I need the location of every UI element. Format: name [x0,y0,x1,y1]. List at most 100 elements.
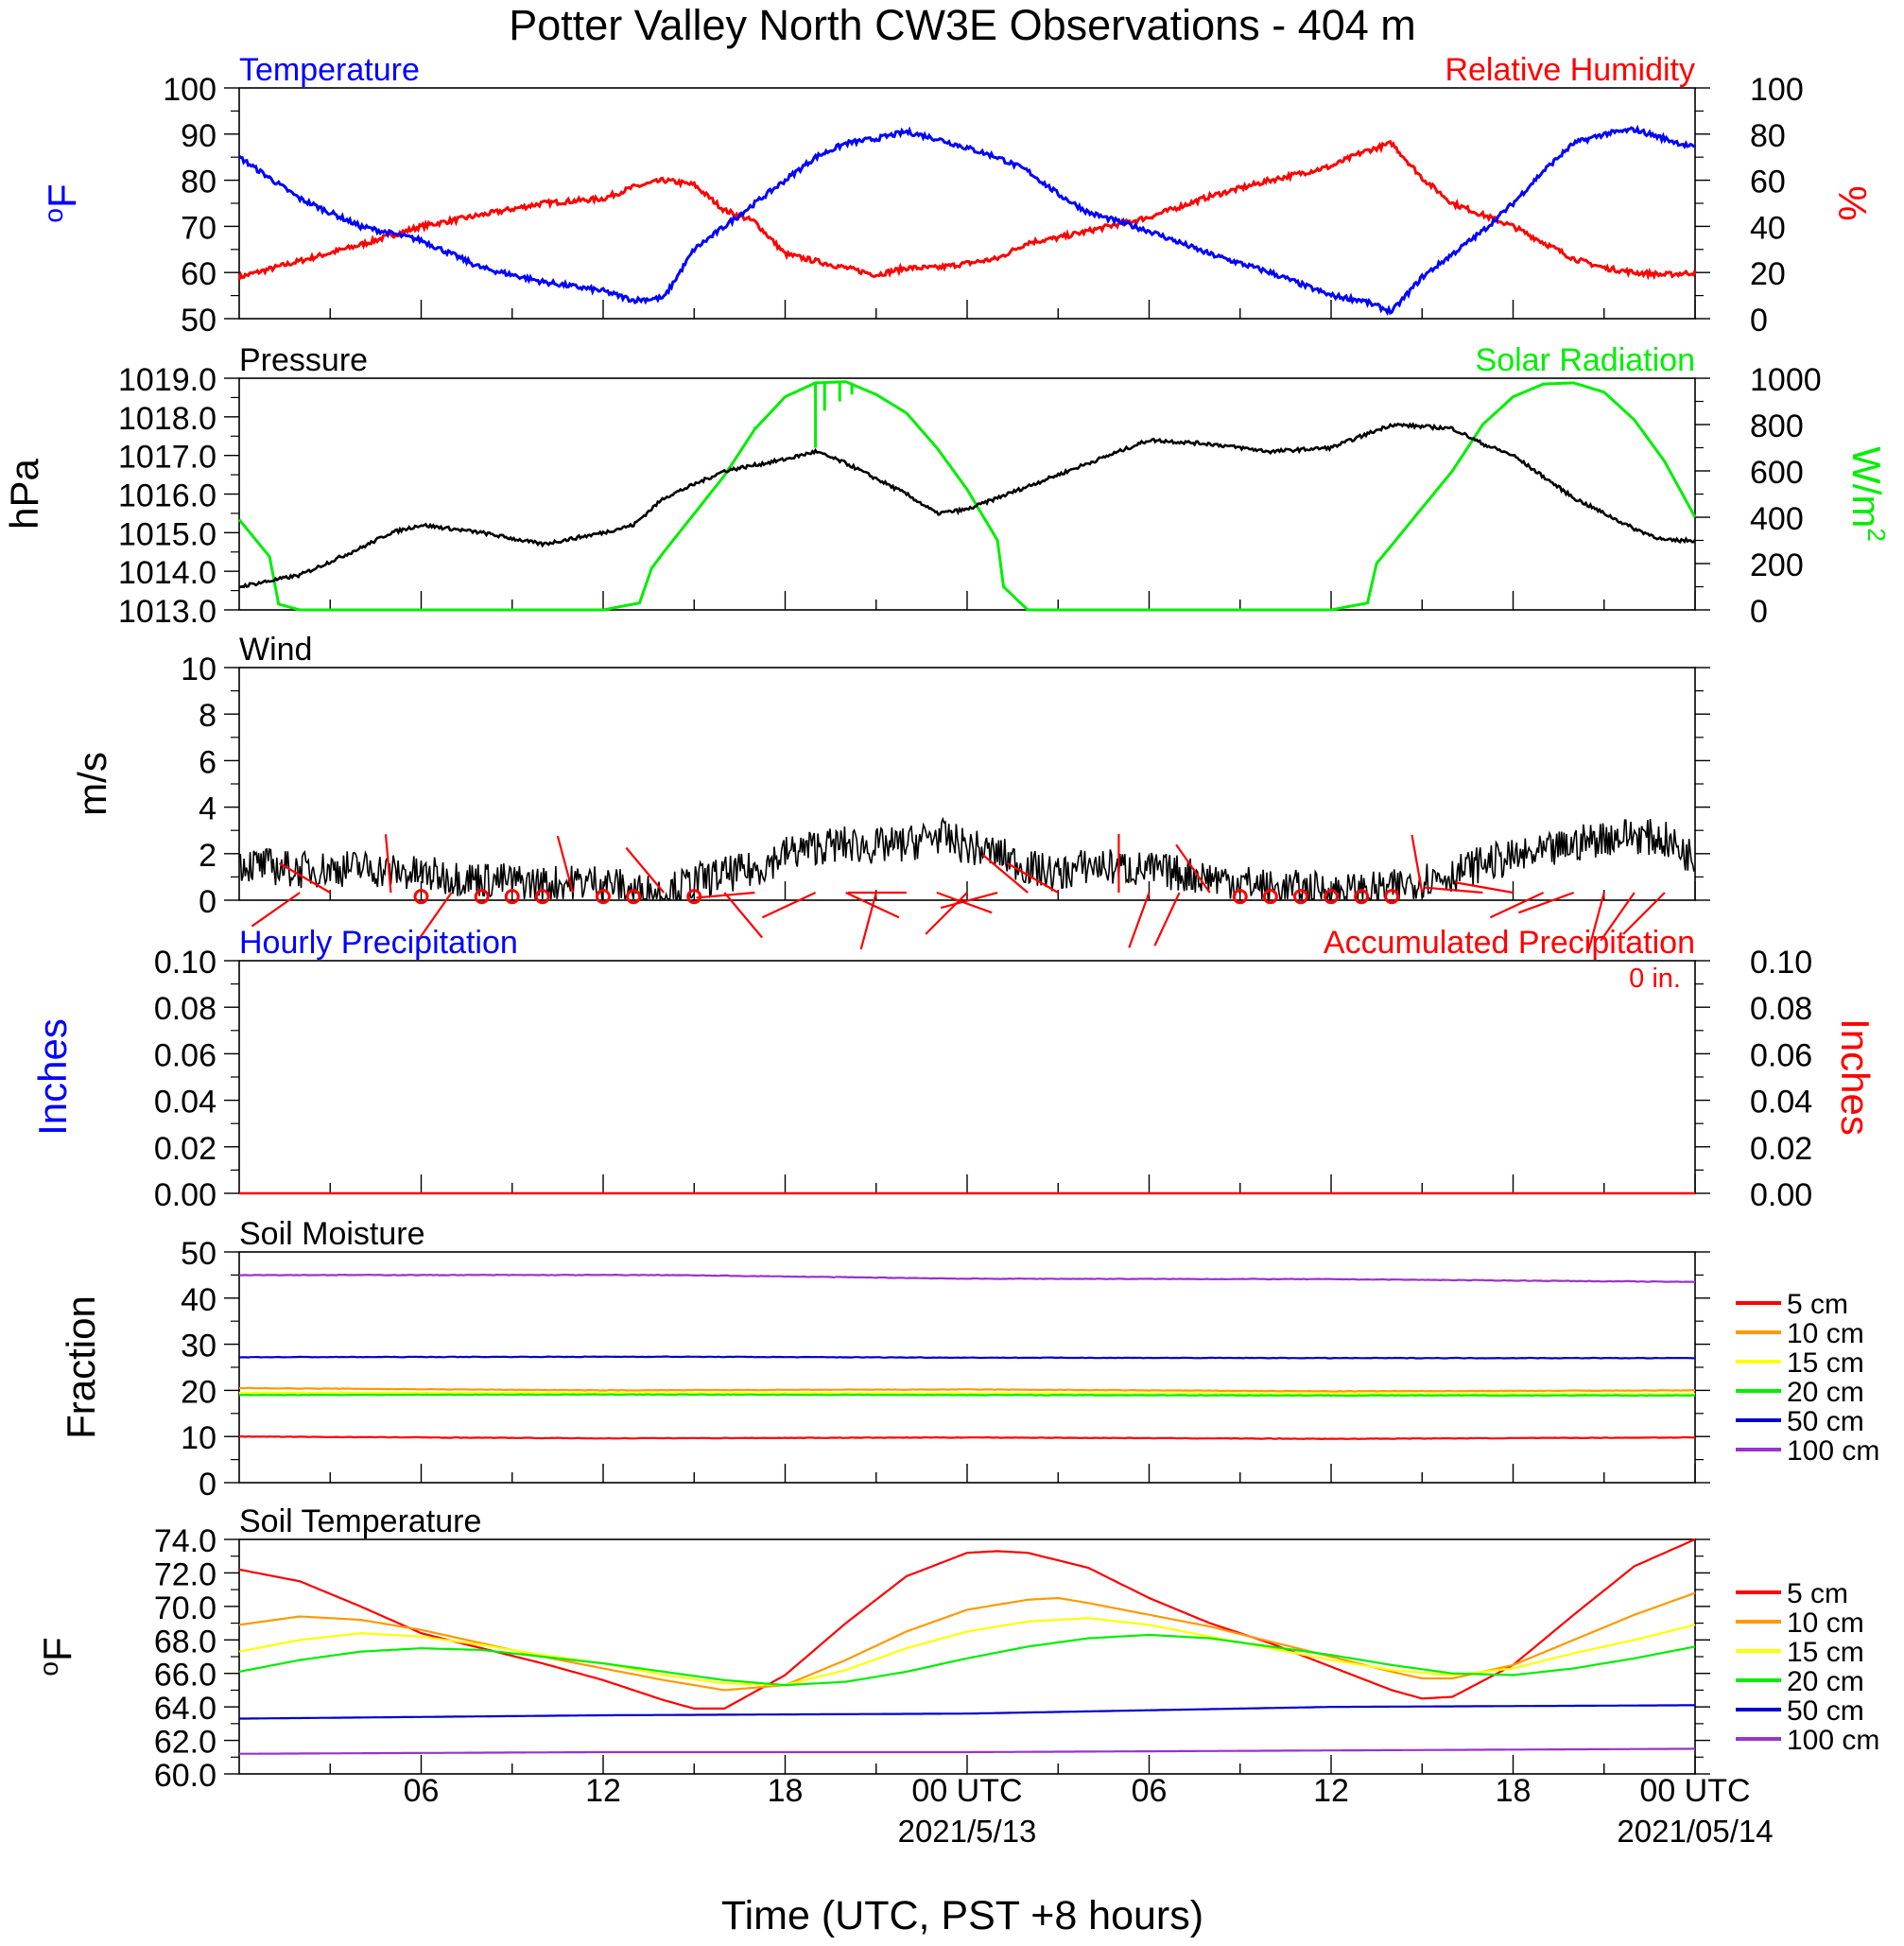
series-solar-radiation [237,380,1697,612]
calm-circle [596,889,611,905]
series-soil-5cm [238,1434,1696,1441]
y-tick-label: 74.0 [154,1523,216,1559]
y-tick-label: 70 [181,210,216,246]
x-tick-label: 12 [1313,1773,1349,1809]
panel-title-left: Temperature [239,52,420,88]
series-relative-humidity [237,139,1697,281]
panel-soil_temperature: 74.072.070.068.066.064.062.060.0 Soil Tem… [34,1503,1879,1794]
y2-tick-label: 400 [1750,501,1804,537]
wind-barb [1424,886,1483,895]
y-tick-label: 1017.0 [118,440,216,476]
y-axis-label-left: m/s [70,752,114,816]
y-tick-label: 0.10 [154,945,216,981]
y2-tick-label: 0.00 [1750,1177,1812,1213]
date-label: 2021/05/14 [1617,1814,1773,1849]
x-tick-label: 00 UTC [1639,1773,1750,1809]
y-tick-label: 100 [163,72,216,108]
y-tick-label: 40 [181,1282,216,1318]
y-axis-label-left: Inches [30,1018,75,1136]
legend-label: 5 cm [1787,1289,1848,1320]
series-soil-50cm [239,1704,1695,1720]
panel-title-left: Hourly Precipitation [239,925,518,961]
legend-label: 20 cm [1787,1377,1864,1408]
y2-tick-label: 200 [1750,547,1804,583]
y2-tick-label: 0 [1750,594,1768,630]
y2-tick-label: 0 [1750,303,1768,339]
y-axis-label-right: % [1830,185,1875,220]
y-tick-label: 0 [199,1467,216,1503]
series-soil-20cm [238,1393,1695,1398]
y-tick-label: 30 [181,1329,216,1364]
y-tick-label: 0.08 [154,991,216,1027]
y-tick-label: 72.0 [154,1556,216,1592]
y2-tick-label: 600 [1750,455,1804,491]
wind-barb [1518,891,1575,914]
y-axis-label-left: hPa [2,458,46,529]
x-tick-label: 18 [768,1773,804,1809]
y-tick-label: 1013.0 [118,594,216,630]
y-tick-label: 10 [181,652,216,687]
wind-barb [1600,892,1636,942]
y-tick-label: 4 [199,791,216,827]
calm-circle [1384,889,1400,905]
legend-label: 100 cm [1787,1725,1879,1756]
y-tick-label: 80 [181,165,216,200]
calm-circle [1292,889,1308,905]
wind-barb [940,891,998,910]
legend-label: 10 cm [1787,1318,1864,1349]
wind-barb [384,834,392,894]
wind-barb [556,835,574,894]
y-tick-label: 70.0 [154,1590,216,1626]
y-tick-label: 0 [199,884,216,920]
legend-label: 15 cm [1787,1637,1864,1668]
wind-barb [723,892,764,939]
y2-tick-label: 20 [1750,256,1786,292]
panel-title-right: Relative Humidity [1445,52,1695,88]
y2-tick-label: 80 [1750,118,1786,154]
date-label: 2021/5/13 [898,1814,1037,1849]
y-tick-label: 2 [199,838,216,874]
y-axis-label-left: oF [34,1637,79,1676]
x-tick-label: 06 [1132,1773,1168,1809]
y-axis-label-left: oF [39,183,84,222]
wind-barb [761,892,817,919]
panel-precipitation: 0.10 0.08 0.06 0.04 0.02 0.00 0.10 0.08 0.06 0.04… [30,925,1878,1213]
y-tick-label: 64.0 [154,1691,216,1727]
y2-tick-label: 0.02 [1750,1131,1812,1167]
calm-circle [1324,889,1339,905]
wind-barb [696,891,755,899]
series-wind-speed [238,816,1696,902]
panel-title-right: Accumulated Precipitation [1324,925,1695,961]
legend-label: 20 cm [1787,1666,1864,1697]
y-tick-label: 60.0 [154,1758,216,1794]
series-pressure [238,422,1697,589]
y-tick-label: 50 [181,303,216,339]
wind-barb [279,862,331,894]
legend-label: 50 cm [1787,1695,1864,1727]
series-soil-15cm [238,1617,1696,1687]
calm-circle [504,889,520,905]
y2-tick-label: 100 [1750,72,1804,108]
calm-circle [1262,889,1278,905]
series-soil-100cm [239,1273,1696,1283]
wind-barb [1622,892,1666,935]
y-tick-label: 62.0 [154,1725,216,1761]
y-tick-label: 20 [181,1374,216,1410]
y-tick-label: 60 [181,256,216,292]
y-tick-label: 66.0 [154,1658,216,1694]
wind-barb [251,892,301,928]
wind-barb [1455,881,1514,895]
wind-barb [625,846,666,894]
panel-title-left: Soil Temperature [239,1503,481,1539]
series-soil-100cm [239,1747,1695,1755]
x-tick-label: 12 [585,1773,621,1809]
y-tick-label: 68.0 [154,1624,216,1659]
panel-title-left: Pressure [239,342,368,378]
y2-tick-label: 60 [1750,165,1786,200]
x-tick-label: 06 [404,1773,440,1809]
wind-barb [981,854,1029,894]
panel-title-left: Soil Moisture [239,1216,425,1252]
total-precip-label: 0 in. [1629,964,1681,994]
